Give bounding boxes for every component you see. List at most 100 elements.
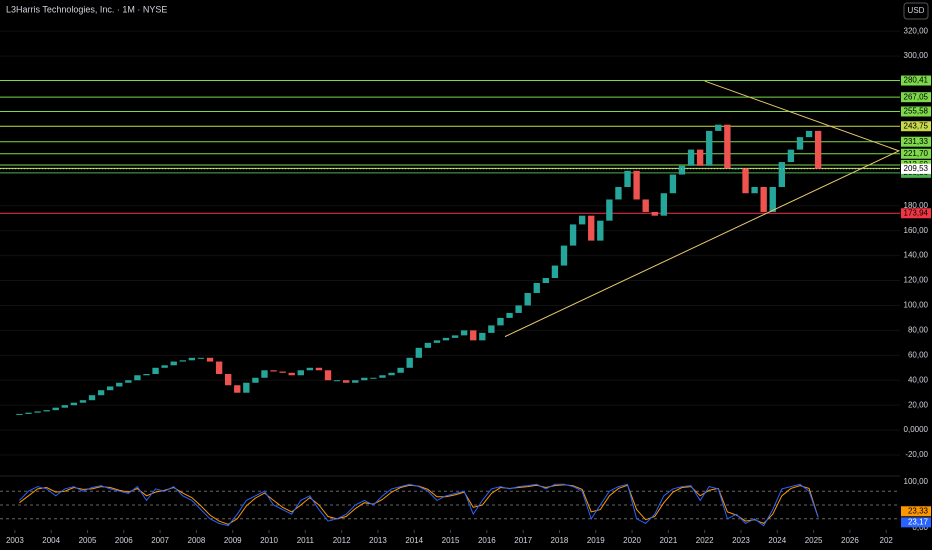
candle: [706, 130, 713, 166]
candle: [406, 357, 413, 368]
candle: [333, 380, 341, 382]
y-tick-label: 300,00: [904, 51, 929, 60]
candle: [769, 187, 776, 212]
candle: [715, 124, 722, 131]
candle: [578, 215, 586, 225]
candle: [43, 410, 50, 412]
candle: [361, 377, 368, 381]
candle: [624, 170, 631, 188]
level-label: 243,75: [904, 121, 929, 130]
candle: [342, 380, 350, 383]
candle: [733, 168, 740, 170]
x-tick-label: 2016: [478, 536, 496, 545]
candle: [288, 372, 295, 376]
level-label: 173,94: [904, 208, 929, 217]
candle: [215, 361, 223, 375]
x-tick-label: 2022: [696, 536, 714, 545]
stoch-k: [19, 483, 819, 527]
level-label: 231,33: [904, 137, 929, 146]
candle: [152, 367, 159, 375]
x-tick-label: 2005: [79, 536, 97, 545]
candle: [97, 390, 105, 396]
last-price-box: [901, 163, 931, 174]
candle: [451, 335, 459, 338]
level-label-box: [901, 148, 931, 159]
x-tick-label: 2013: [369, 536, 387, 545]
x-tick-label: 2014: [405, 536, 423, 545]
candle: [16, 413, 23, 415]
stoch-d-label: 23,33: [908, 506, 929, 515]
x-tick-label: 2021: [659, 536, 677, 545]
last-price-label: 209,53: [904, 164, 929, 173]
y-tick-label: 60,00: [908, 350, 929, 359]
candle: [433, 340, 441, 343]
candle: [352, 380, 359, 383]
candle: [25, 412, 32, 414]
candle: [778, 162, 786, 188]
x-tick-label: 2015: [442, 536, 460, 545]
x-tick-label: 2020: [623, 536, 641, 545]
candle: [696, 149, 704, 166]
candle: [805, 130, 813, 138]
y-tick-label: 80,00: [908, 325, 929, 334]
candle: [388, 372, 395, 376]
y-tick-label: 140,00: [904, 251, 929, 260]
candle: [70, 402, 78, 406]
x-tick-label: 2008: [188, 536, 206, 545]
candle: [61, 405, 68, 408]
y-tick-label: 320,00: [904, 26, 929, 35]
candle: [533, 283, 540, 293]
x-tick-label: 2003: [6, 536, 24, 545]
level-label: 280,41: [904, 76, 929, 85]
y-tick-label: -20,00: [905, 450, 928, 459]
candle: [515, 305, 522, 313]
x-tick-label: 2007: [151, 536, 169, 545]
candle: [524, 292, 531, 306]
candle: [506, 312, 513, 318]
candle: [424, 342, 432, 348]
candle: [206, 357, 214, 362]
candle: [279, 371, 286, 373]
candle: [588, 215, 595, 241]
candle: [615, 187, 622, 200]
x-tick-label: 202: [880, 536, 894, 545]
level-label-box: [901, 121, 931, 132]
candle: [569, 224, 577, 246]
candle: [252, 377, 259, 383]
level-label: 255,58: [904, 107, 929, 116]
candle: [315, 367, 323, 371]
stoch-k-box: [901, 517, 931, 528]
candle: [170, 361, 177, 366]
x-tick-label: 2018: [551, 536, 569, 545]
candle: [597, 220, 604, 241]
x-tick-label: 2004: [42, 536, 60, 545]
level-label-box: [901, 208, 931, 219]
candle: [143, 374, 150, 376]
candle: [125, 380, 132, 383]
y-tick-label: 160,00: [904, 226, 929, 235]
level-label-box: [901, 92, 931, 103]
candle: [397, 367, 404, 373]
x-tick-label: 2012: [333, 536, 351, 545]
trendline: [504, 80, 901, 338]
candle: [243, 382, 250, 393]
candle: [479, 332, 486, 341]
candle: [678, 165, 686, 175]
candle: [633, 170, 640, 200]
candle: [460, 330, 468, 336]
candle: [188, 357, 196, 361]
currency-button[interactable]: [903, 2, 929, 20]
candle: [651, 211, 658, 216]
y-tick-label: 40,00: [908, 375, 929, 384]
candle: [606, 199, 613, 221]
y-tick-label: 0,0000: [904, 425, 929, 434]
x-tick-label: 2024: [768, 536, 786, 545]
candle: [197, 357, 205, 359]
y-tick-label: 180,00: [904, 201, 929, 210]
candle: [370, 377, 377, 379]
candle: [470, 330, 477, 341]
candle: [442, 337, 450, 341]
candle: [52, 407, 59, 411]
